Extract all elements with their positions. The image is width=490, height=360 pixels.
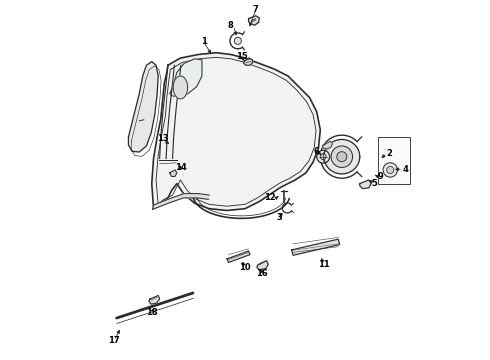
Polygon shape <box>152 194 209 210</box>
Polygon shape <box>152 53 320 211</box>
Text: 7: 7 <box>253 5 259 14</box>
Text: 8: 8 <box>228 21 234 30</box>
Polygon shape <box>227 251 250 262</box>
Polygon shape <box>324 139 360 174</box>
Polygon shape <box>360 180 371 189</box>
Text: 12: 12 <box>265 193 276 202</box>
Polygon shape <box>170 170 177 176</box>
Text: 14: 14 <box>174 163 186 172</box>
Text: 3: 3 <box>276 213 282 222</box>
Text: 1: 1 <box>201 37 207 46</box>
Circle shape <box>234 37 242 44</box>
Text: 15: 15 <box>236 52 247 61</box>
Circle shape <box>317 150 330 163</box>
Text: 2: 2 <box>387 149 392 158</box>
Polygon shape <box>170 59 202 97</box>
Text: 11: 11 <box>318 260 330 269</box>
Polygon shape <box>128 62 158 152</box>
FancyBboxPatch shape <box>378 137 410 184</box>
Text: 18: 18 <box>146 308 158 317</box>
Polygon shape <box>322 141 333 149</box>
Circle shape <box>337 152 347 162</box>
Text: 5: 5 <box>371 179 377 188</box>
Circle shape <box>331 146 353 167</box>
Polygon shape <box>173 76 188 99</box>
Polygon shape <box>248 16 259 25</box>
Text: 4: 4 <box>403 165 409 174</box>
Polygon shape <box>149 296 160 304</box>
Text: 10: 10 <box>239 264 251 273</box>
Circle shape <box>320 154 326 159</box>
Polygon shape <box>292 239 340 255</box>
Text: 17: 17 <box>108 336 120 345</box>
Text: 16: 16 <box>256 269 268 278</box>
Polygon shape <box>244 58 253 65</box>
Circle shape <box>383 163 397 177</box>
Circle shape <box>387 166 394 174</box>
Polygon shape <box>257 261 269 270</box>
Text: 13: 13 <box>157 134 169 143</box>
Text: 9: 9 <box>378 172 384 181</box>
Text: 6: 6 <box>314 147 319 156</box>
